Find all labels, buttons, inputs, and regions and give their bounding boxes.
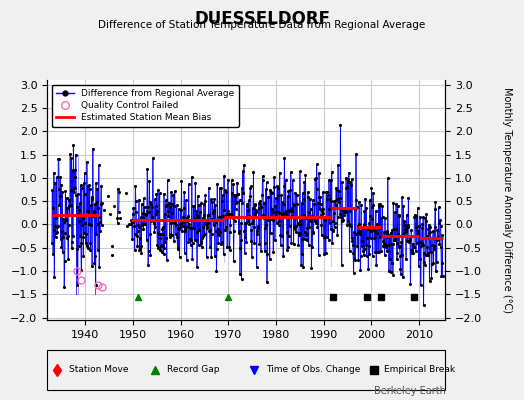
Text: DUESSELDORF: DUESSELDORF — [194, 10, 330, 28]
Text: Time of Obs. Change: Time of Obs. Change — [266, 366, 361, 374]
Y-axis label: Monthly Temperature Anomaly Difference (°C): Monthly Temperature Anomaly Difference (… — [501, 87, 512, 313]
Text: Station Move: Station Move — [69, 366, 128, 374]
Legend: Difference from Regional Average, Quality Control Failed, Estimated Station Mean: Difference from Regional Average, Qualit… — [52, 84, 239, 127]
Text: Berkeley Earth: Berkeley Earth — [374, 386, 445, 396]
Text: Difference of Station Temperature Data from Regional Average: Difference of Station Temperature Data f… — [99, 20, 425, 30]
Text: Record Gap: Record Gap — [167, 366, 219, 374]
Text: Empirical Break: Empirical Break — [384, 366, 455, 374]
